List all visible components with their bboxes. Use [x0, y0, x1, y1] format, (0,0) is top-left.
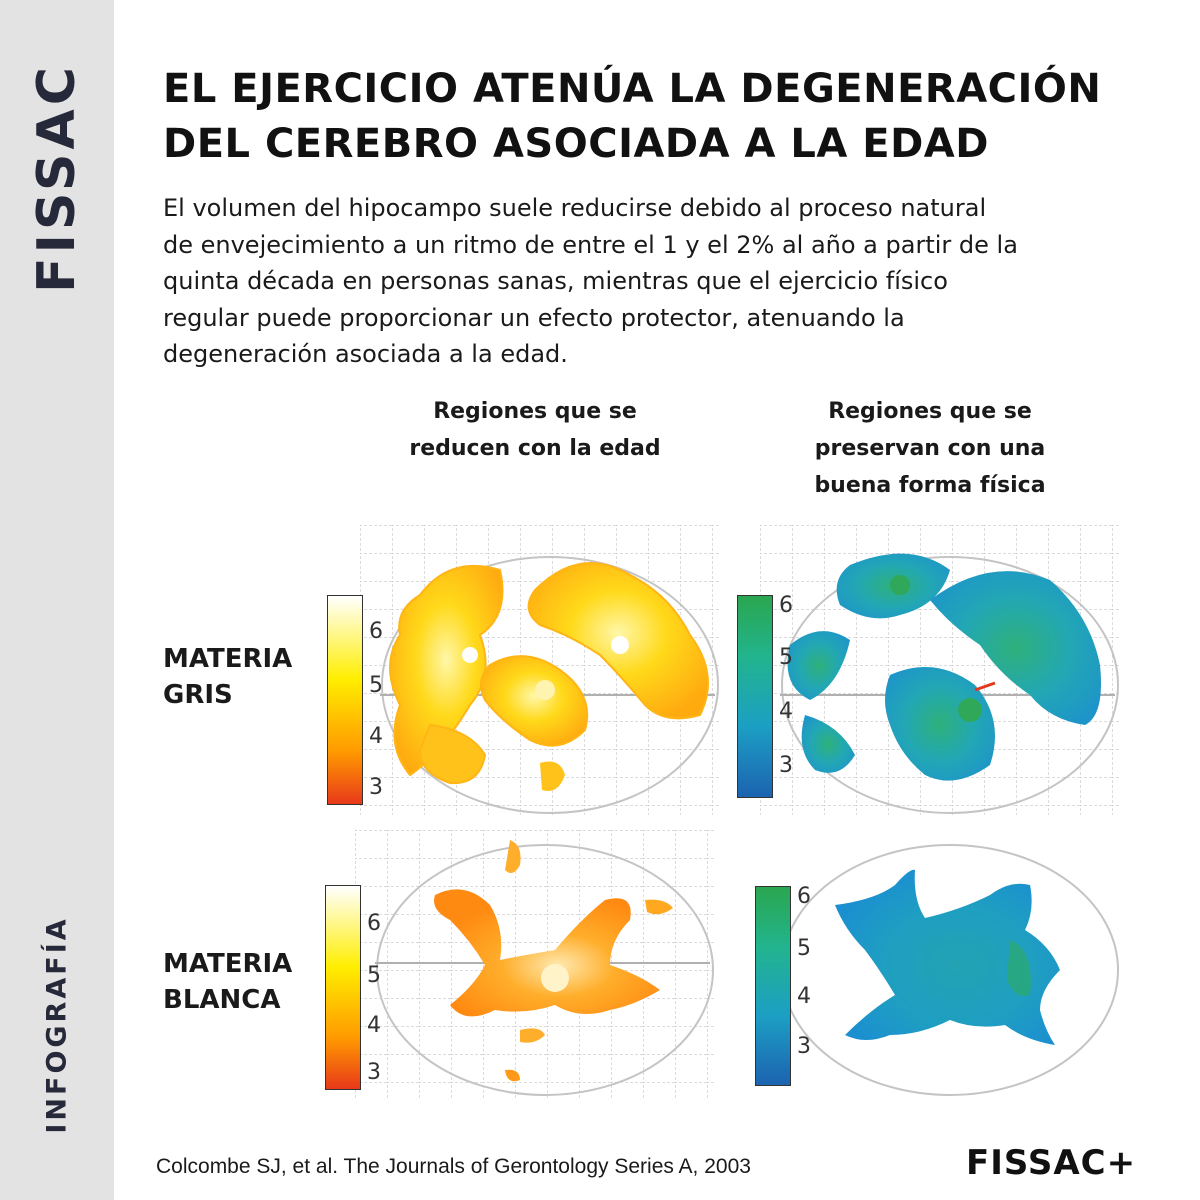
column-heading-reduced: Regiones que se reducen con la edad: [370, 393, 700, 467]
row-label-line: MATERIA: [163, 644, 293, 674]
color-scale-bar: [327, 595, 363, 805]
scale-tick-label: 4: [367, 1013, 381, 1038]
scale-tick-label: 3: [367, 1060, 381, 1085]
sidebar-brand-logo: FISSAC: [27, 63, 87, 293]
scale-tick-label: 5: [797, 936, 811, 961]
scale-tick-label: 3: [797, 1034, 811, 1059]
scale-tick-label: 5: [367, 963, 381, 988]
scale-tick-label: 5: [369, 673, 383, 698]
column-heading-line: Regiones que se: [433, 399, 637, 424]
scale-tick-label: 5: [779, 645, 793, 670]
column-heading-line: Regiones que se: [828, 399, 1032, 424]
title-line: DEL CEREBRO ASOCIADA A LA EDAD: [163, 121, 989, 167]
intro-line: El volumen del hipocampo suele reducirse…: [163, 194, 987, 222]
page-title: EL EJERCICIO ATENÚA LA DEGENERACIÓN DEL …: [163, 62, 1173, 172]
row-label-line: MATERIA: [163, 949, 293, 979]
brain-map-white-matter-age: [355, 830, 715, 1100]
scale-tick-label: 6: [367, 911, 381, 936]
scale-tick-label: 6: [779, 593, 793, 618]
brain-map-grey-matter-age: [360, 525, 720, 815]
intro-paragraph: El volumen del hipocampo suele reducirse…: [163, 190, 1163, 373]
column-heading-line: preservan con una: [814, 436, 1046, 461]
column-heading-preserved: Regiones que se preservan con una buena …: [760, 393, 1100, 504]
sidebar: FISSAC INFOGRAFÍA: [0, 0, 114, 1200]
scale-tick-label: 4: [797, 984, 811, 1009]
intro-line: regular puede proporcionar un efecto pro…: [163, 303, 905, 332]
scale-tick-label: 4: [779, 699, 793, 724]
scale-tick-label: 3: [369, 775, 383, 800]
row-label-line: BLANCA: [163, 985, 281, 1015]
row-label-grey-matter: MATERIA GRIS: [163, 641, 292, 713]
scale-tick-label: 6: [797, 884, 811, 909]
scale-tick-label: 6: [369, 619, 383, 644]
brain-map-white-matter-fitness: [775, 830, 1120, 1100]
intro-line: quinta década en personas sanas, mientra…: [163, 267, 948, 295]
title-line: EL EJERCICIO ATENÚA LA DEGENERACIÓN: [163, 66, 1102, 112]
sidebar-section-label: INFOGRAFÍA: [41, 916, 73, 1134]
column-heading-line: reducen con la edad: [409, 436, 661, 461]
scale-tick-label: 4: [369, 724, 383, 749]
brain-map-grey-matter-fitness: [760, 525, 1120, 815]
row-label-white-matter: MATERIA BLANCA: [163, 946, 292, 1018]
source-citation: Colcombe SJ, et al. The Journals of Gero…: [156, 1155, 751, 1178]
intro-line: de envejecimiento a un ritmo de entre el…: [163, 230, 1018, 259]
color-scale-bar: [755, 886, 791, 1086]
row-label-line: GRIS: [163, 680, 233, 710]
column-heading-line: buena forma física: [814, 473, 1046, 498]
color-scale-bar: [325, 885, 361, 1090]
scale-tick-label: 3: [779, 753, 793, 778]
footer-brand-logo: FISSAC+: [966, 1143, 1137, 1183]
color-scale-bar: [737, 595, 773, 798]
intro-line: degeneración asociada a la edad.: [163, 340, 568, 368]
